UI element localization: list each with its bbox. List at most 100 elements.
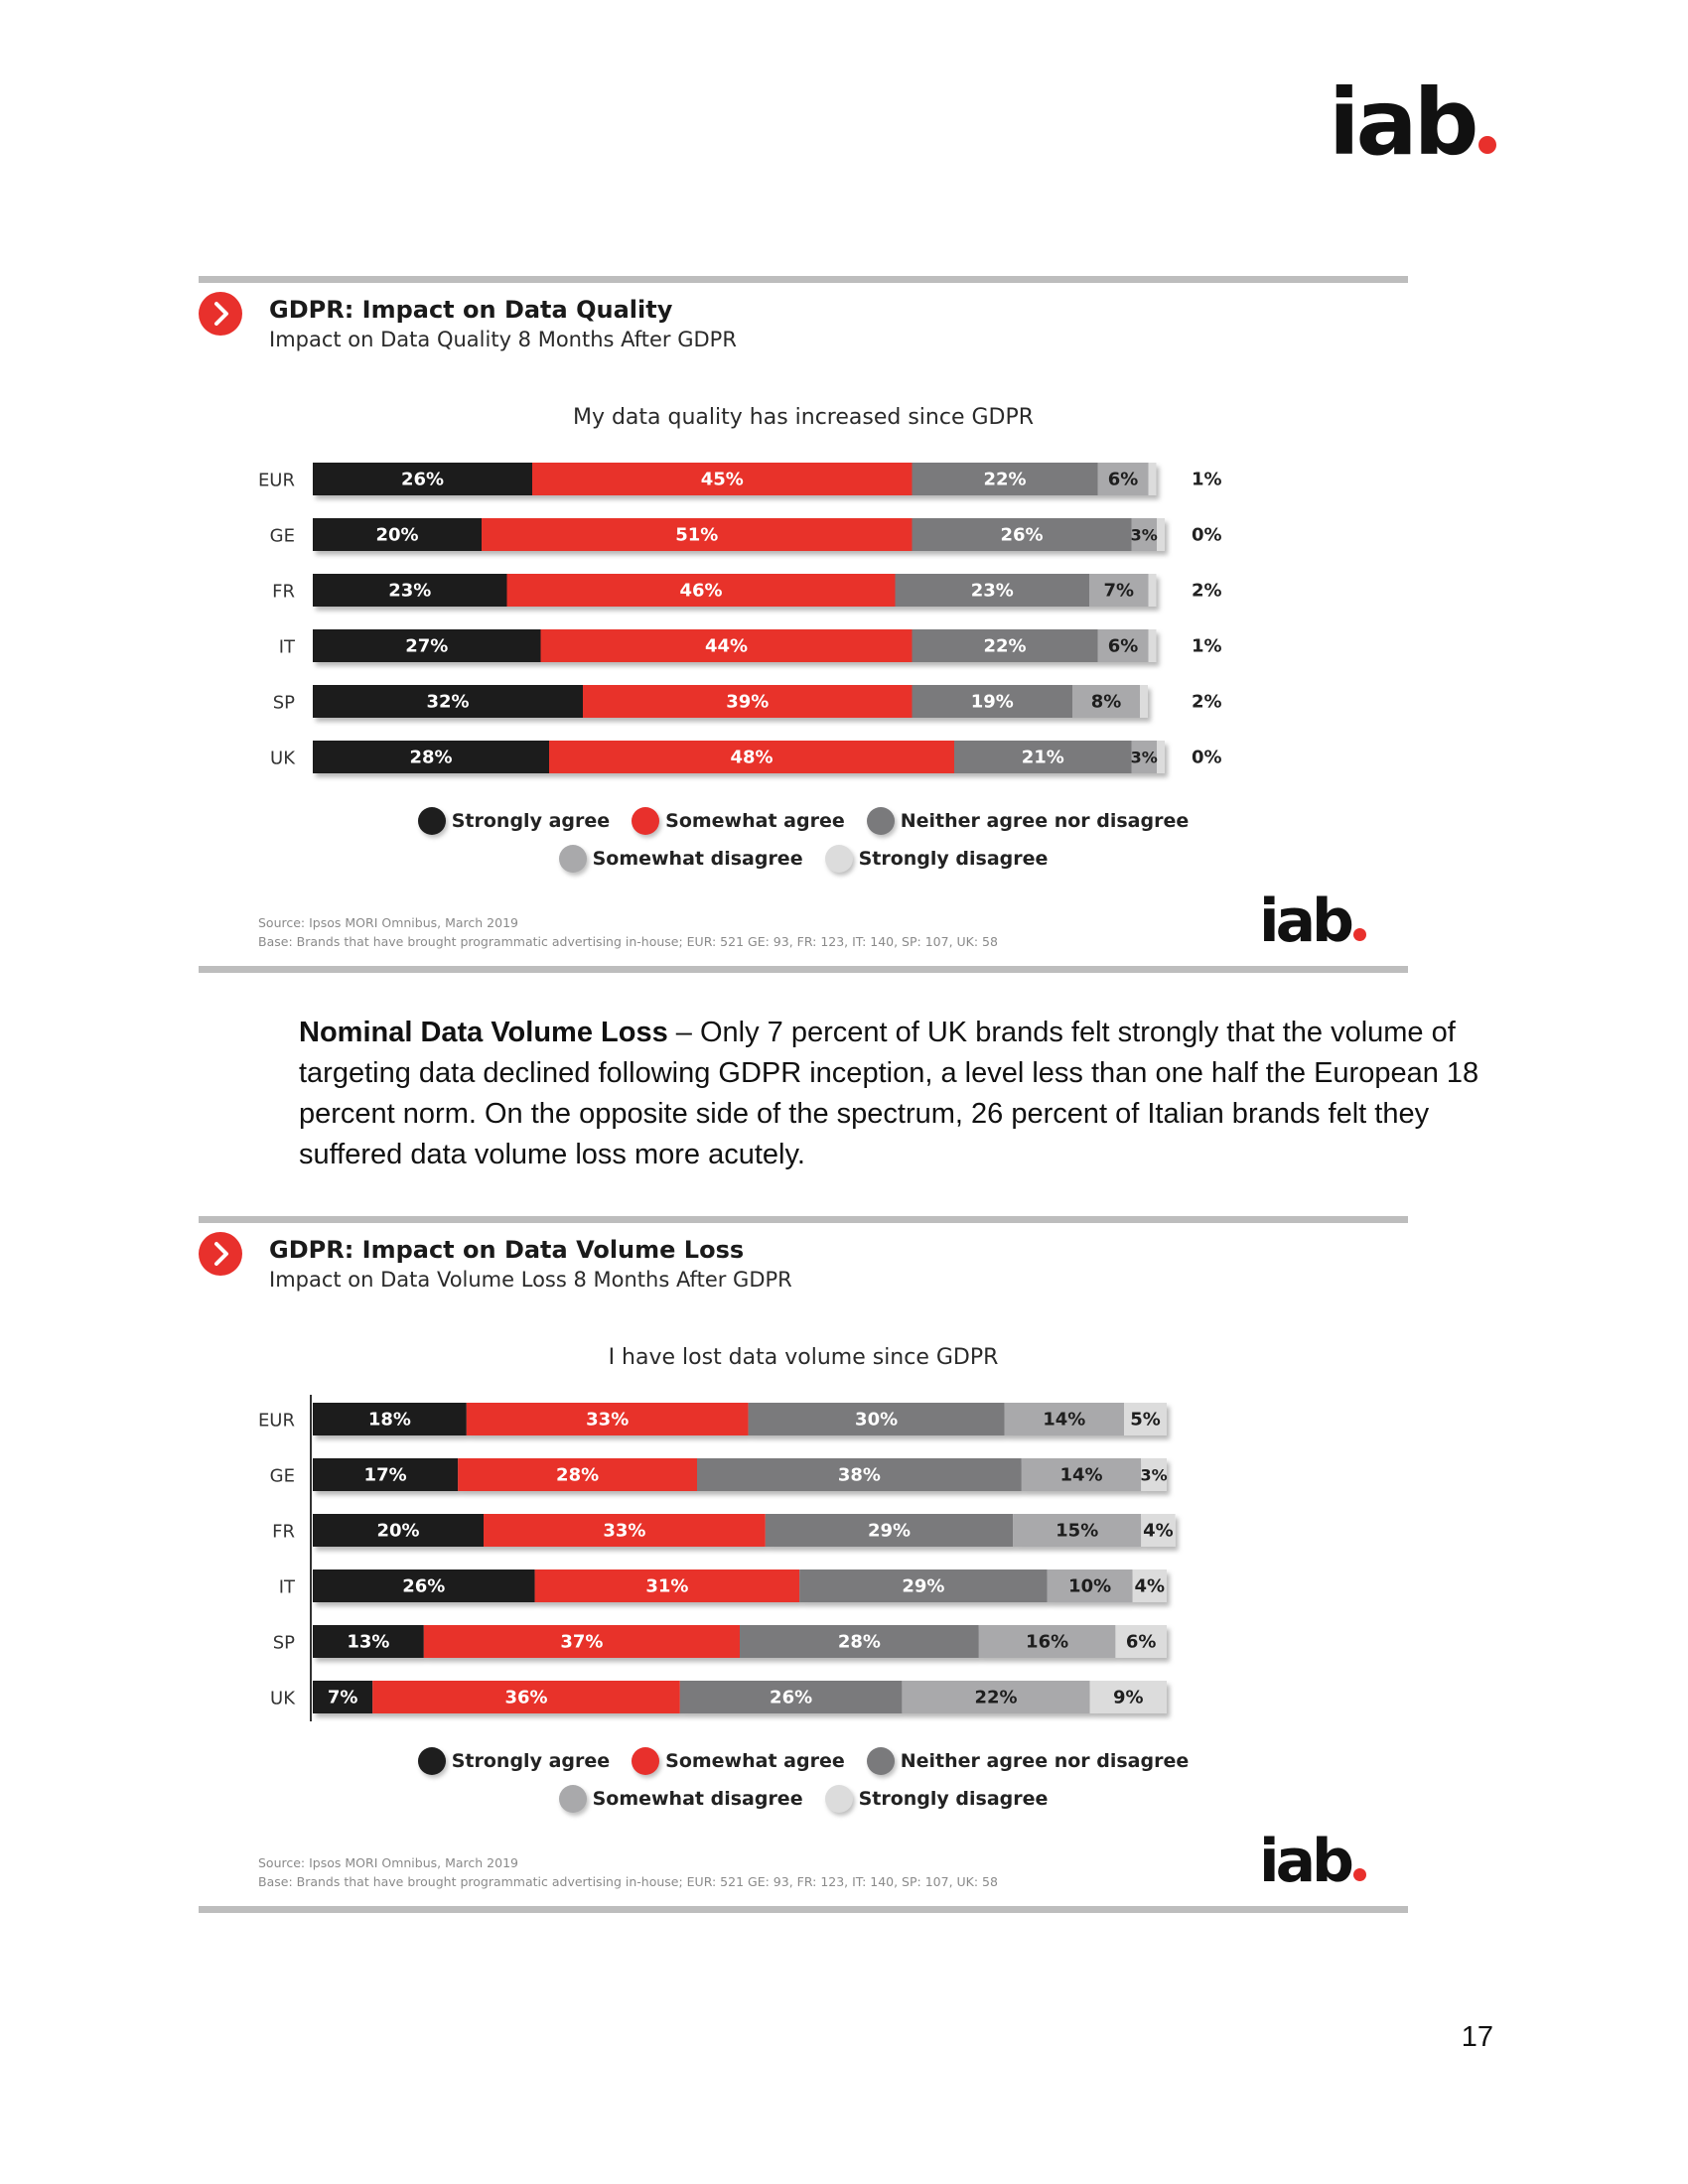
body-paragraph: Nominal Data Volume Loss – Only 7 percen… bbox=[299, 1013, 1520, 1175]
bar-segment-strongly-disagree bbox=[1157, 518, 1165, 551]
bar-segment-neither bbox=[954, 741, 1132, 773]
data-label-strongly-disagree: 9% bbox=[1113, 1688, 1144, 1708]
bar-segment-somewhat-agree bbox=[583, 685, 913, 718]
bar-segment-strongly-disagree bbox=[1148, 574, 1157, 607]
bar-row-fr bbox=[313, 574, 1157, 607]
header-logo-text: iab bbox=[1329, 69, 1478, 176]
bar-row-sp bbox=[313, 685, 1148, 718]
bar-segment-strongly-agree bbox=[313, 1625, 424, 1658]
data-label-neither: 26% bbox=[1000, 525, 1043, 546]
paragraph-lead: Nominal Data Volume Loss bbox=[299, 1017, 668, 1048]
panel-top-rule bbox=[199, 276, 1408, 283]
bar-segment-somewhat-disagree bbox=[1097, 629, 1149, 662]
bar-segment-somewhat-agree bbox=[423, 1625, 740, 1658]
data-label-neither: 21% bbox=[1022, 748, 1064, 768]
legend-dot-strongly-disagree bbox=[824, 1785, 853, 1813]
legend-item-somewhat-agree: Somewhat agree bbox=[632, 807, 845, 835]
data-label-neither: 29% bbox=[868, 1521, 911, 1542]
legend-dot-strongly-agree bbox=[417, 1747, 446, 1775]
stacked-bar-chart-data-quality: EUR 26% 45% 22% 6% 1% GE 20% 51% 26% 3% 0% FR 23% 46% 2… bbox=[258, 463, 1222, 773]
paragraph-text: – Only 7 percent of UK brands felt stron… bbox=[299, 1017, 1479, 1170]
data-label-somewhat-agree: 44% bbox=[705, 636, 748, 657]
bar-segment-somewhat-agree bbox=[466, 1403, 749, 1435]
logo-red-dot bbox=[1353, 1868, 1367, 1881]
category-label: SP bbox=[273, 1633, 295, 1654]
legend-item-strongly-agree: Strongly agree bbox=[417, 807, 610, 835]
data-label-strongly-disagree: 2% bbox=[1192, 692, 1222, 713]
legend-label: Strongly agree bbox=[451, 1750, 611, 1772]
bar-segment-neither bbox=[765, 1514, 1014, 1547]
panel-top-rule bbox=[199, 1216, 1408, 1223]
data-label-strongly-disagree: 1% bbox=[1192, 636, 1222, 657]
panel-iab-logo: iab bbox=[1259, 1832, 1367, 1891]
legend-item-strongly-disagree: Strongly disagree bbox=[824, 845, 1048, 873]
data-label-strongly-agree: 20% bbox=[376, 1521, 419, 1542]
data-label-somewhat-agree: 37% bbox=[560, 1632, 603, 1653]
bar-segment-neither bbox=[912, 463, 1098, 495]
data-label-strongly-agree: 18% bbox=[368, 1410, 411, 1431]
data-label-strongly-disagree: 1% bbox=[1192, 470, 1222, 490]
logo-red-dot bbox=[1353, 928, 1367, 941]
bar-segment-somewhat-disagree bbox=[978, 1625, 1116, 1658]
legend-label: Somewhat disagree bbox=[592, 848, 803, 870]
legend-item-neither: Neither agree nor disagree bbox=[866, 1747, 1189, 1775]
data-label-somewhat-agree: 46% bbox=[679, 581, 722, 602]
bar-segment-strongly-agree bbox=[313, 1403, 467, 1435]
legend-item-somewhat-disagree: Somewhat disagree bbox=[558, 1785, 803, 1813]
legend-label: Somewhat agree bbox=[665, 1750, 845, 1772]
panel-title: GDPR: Impact on Data Volume Loss bbox=[269, 1236, 745, 1264]
bar-segment-somewhat-agree bbox=[458, 1458, 697, 1491]
data-label-somewhat-disagree: 6% bbox=[1108, 470, 1139, 490]
bar-segment-strongly-agree bbox=[313, 1681, 373, 1713]
bar-row-ge bbox=[313, 1458, 1167, 1491]
data-label-somewhat-disagree: 3% bbox=[1131, 526, 1158, 545]
panel-bottom-rule bbox=[199, 1906, 1408, 1913]
bar-segment-strongly-agree bbox=[313, 518, 482, 551]
bar-segment-strongly-agree bbox=[313, 685, 583, 718]
data-label-strongly-disagree: 0% bbox=[1192, 748, 1222, 768]
legend-dot-somewhat-agree bbox=[632, 1747, 660, 1775]
data-label-somewhat-disagree: 15% bbox=[1055, 1521, 1098, 1542]
bar-segment-neither bbox=[740, 1625, 979, 1658]
category-label: FR bbox=[272, 1522, 295, 1543]
bar-segment-somewhat-disagree bbox=[1047, 1570, 1133, 1602]
data-label-somewhat-agree: 33% bbox=[603, 1521, 645, 1542]
panel-iab-logo: iab bbox=[1259, 891, 1367, 951]
data-label-neither: 30% bbox=[855, 1410, 898, 1431]
legend-item-somewhat-disagree: Somewhat disagree bbox=[558, 845, 803, 873]
bar-segment-somewhat-agree bbox=[482, 518, 913, 551]
category-label: GE bbox=[270, 526, 295, 547]
bar-row-uk bbox=[313, 741, 1165, 773]
category-label: UK bbox=[270, 749, 296, 769]
bar-row-it bbox=[313, 1570, 1167, 1602]
data-label-neither: 28% bbox=[838, 1632, 881, 1653]
legend-dot-somewhat-disagree bbox=[558, 1785, 587, 1813]
data-label-somewhat-agree: 28% bbox=[556, 1465, 599, 1486]
legend-item-somewhat-agree: Somewhat agree bbox=[632, 1747, 845, 1775]
data-label-somewhat-agree: 33% bbox=[586, 1410, 629, 1431]
chart-title: My data quality has increased since GDPR bbox=[572, 405, 1035, 430]
bar-segment-neither bbox=[895, 574, 1089, 607]
logo-red-dot bbox=[1478, 136, 1497, 154]
category-label: IT bbox=[279, 1577, 296, 1598]
source-line: Source: Ipsos MORI Omnibus, March 2019 bbox=[258, 1855, 518, 1870]
bar-segment-strongly-agree bbox=[313, 1458, 459, 1491]
panel-title: GDPR: Impact on Data Quality bbox=[269, 296, 673, 324]
data-label-strongly-disagree: 5% bbox=[1130, 1410, 1161, 1431]
panel-logo-text: iab bbox=[1259, 887, 1354, 956]
bar-segment-strongly-agree bbox=[313, 741, 549, 773]
bar-segment-somewhat-disagree bbox=[1004, 1403, 1124, 1435]
bar-segment-neither bbox=[748, 1403, 1005, 1435]
bar-segment-somewhat-disagree bbox=[1131, 741, 1157, 773]
bar-segment-strongly-disagree bbox=[1148, 463, 1157, 495]
legend-item-neither: Neither agree nor disagree bbox=[866, 807, 1189, 835]
page-number: 17 bbox=[1461, 2021, 1493, 2053]
category-label: SP bbox=[273, 693, 295, 714]
bar-row-sp bbox=[313, 1625, 1167, 1658]
bar-row-ge bbox=[313, 518, 1165, 551]
bar-segment-somewhat-agree bbox=[534, 1570, 800, 1602]
data-label-strongly-disagree: 2% bbox=[1192, 581, 1222, 602]
category-label: FR bbox=[272, 582, 295, 603]
header-iab-logo: iab bbox=[1329, 77, 1497, 169]
source-note: Source: Ipsos MORI Omnibus, March 2019 B… bbox=[258, 913, 998, 951]
